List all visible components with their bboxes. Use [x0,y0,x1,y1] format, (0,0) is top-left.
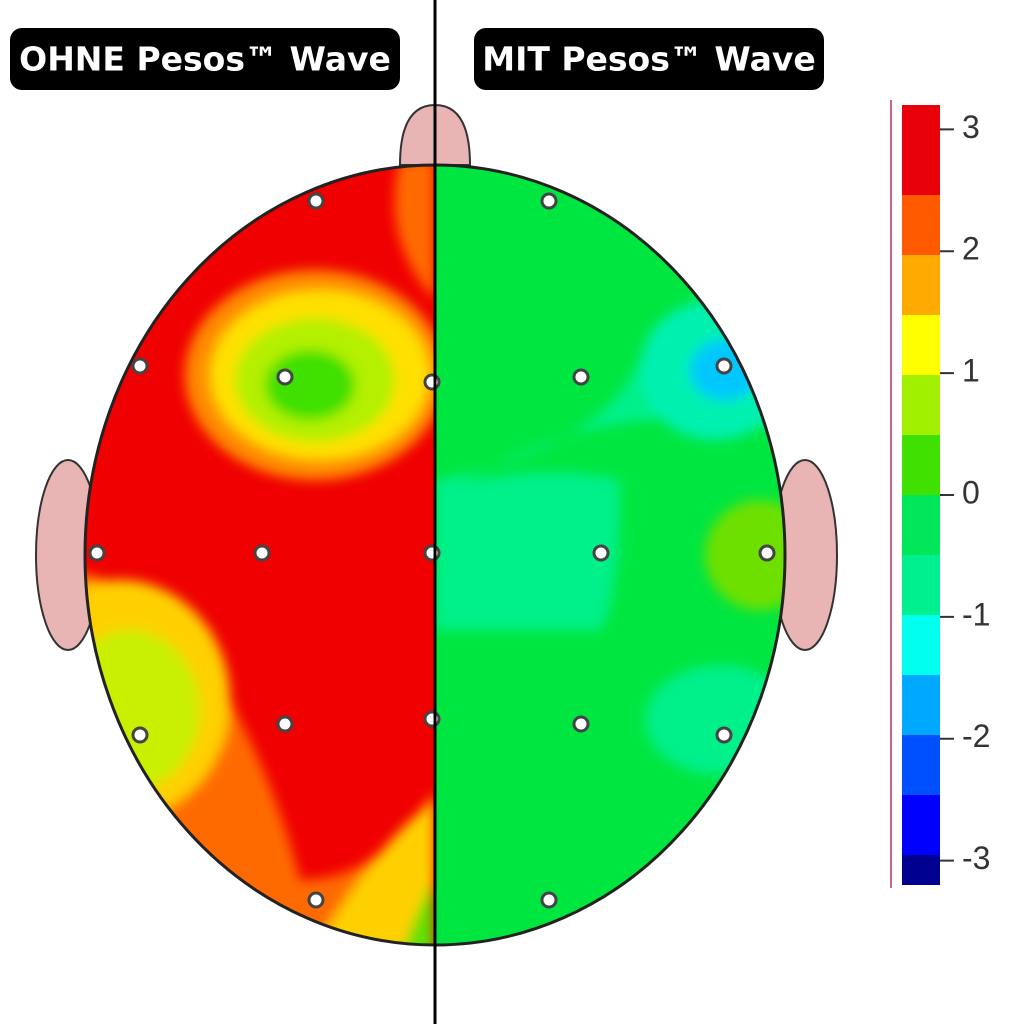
electrode [307,891,325,909]
colorbar-band [902,255,940,315]
colorbar-band [902,855,940,885]
colorbar-band [902,375,940,435]
electrode [423,544,441,562]
electrode [253,544,271,562]
colorbar-band [902,615,940,675]
colorbar-tick-label: 1 [962,353,980,389]
colorbar-band [902,315,940,375]
label-box [474,28,824,90]
electrode [131,357,149,375]
colorbar-tick-label: -3 [962,840,990,876]
electrode [715,726,733,744]
colorbar-band [902,435,940,495]
electrode [131,726,149,744]
colorbar-band [902,105,940,195]
colorbar-tick-label: 3 [962,109,980,145]
colorbar-tick-label: 2 [962,231,980,267]
electrode [88,544,106,562]
colorbar-band [902,495,940,555]
electrode [572,715,590,733]
colorbar-band [902,195,940,255]
label-right: MIT Pesos™ Wave [482,40,816,79]
label-left: OHNE Pesos™ Wave [19,40,391,79]
colorbar-tick-label: -2 [962,718,990,754]
colorbar-band [902,795,940,855]
electrode [307,192,325,210]
colorbar-tick-label: 0 [962,474,980,510]
electrode [540,891,558,909]
electrode [572,368,590,386]
colorbar: 3 2 1 0 -1 -2 -3 [890,100,990,888]
label-box [10,28,400,90]
colorbar-band [902,735,940,795]
electrode [715,357,733,375]
colorbar-band [902,675,940,735]
electrode [423,373,441,391]
colorbar-band [902,555,940,615]
colorbar-tick-label: -1 [962,596,990,632]
electrode [423,710,441,728]
electrode [758,544,776,562]
electrode [276,368,294,386]
electrode [276,715,294,733]
electrode [592,544,610,562]
electrode [540,192,558,210]
